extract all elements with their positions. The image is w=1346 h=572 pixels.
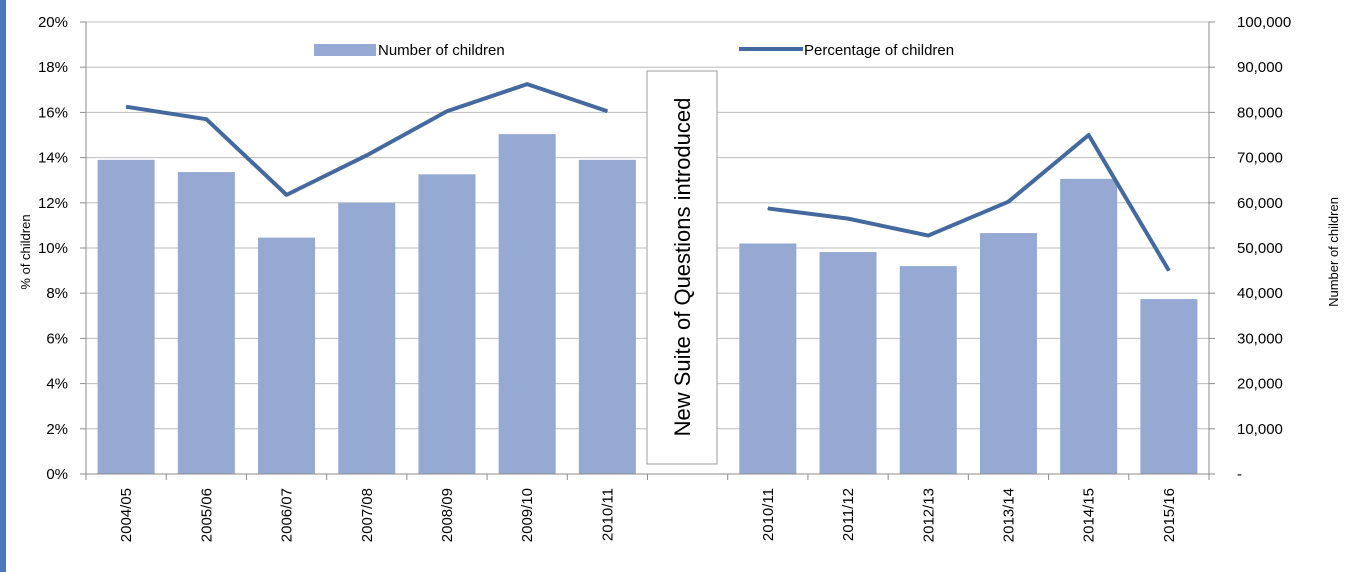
bar: [578, 159, 636, 475]
legend-line-label: Percentage of children: [804, 42, 954, 59]
bar: [1140, 299, 1198, 474]
y-right-tick-label: 20,000: [1237, 376, 1283, 393]
y-right-tick-label: 60,000: [1237, 195, 1283, 212]
axes: [80, 21, 1215, 480]
y-right-axis-label: Number of children: [1326, 197, 1341, 307]
x-tick-label: 2007/08: [359, 488, 376, 542]
y-left-tick-label: 14%: [38, 150, 68, 167]
bar: [739, 243, 797, 474]
bar: [979, 233, 1037, 474]
y-left-tick-label: 10%: [38, 240, 68, 257]
x-tick-label: 2014/15: [1081, 488, 1098, 542]
y-right-tick-label: 80,000: [1237, 104, 1283, 121]
y-left-tick-label: 4%: [46, 376, 68, 393]
bar: [177, 172, 235, 474]
y-right-tick-label: 100,000: [1237, 14, 1291, 31]
y-left-axis-label: % of children: [18, 214, 33, 289]
y-left-tick-label: 18%: [38, 59, 68, 76]
y-right-tick-label: 30,000: [1237, 330, 1283, 347]
y-left-tick-label: 16%: [38, 104, 68, 121]
x-tick-label: 2010/11: [599, 488, 616, 541]
bar-series: [97, 134, 1198, 475]
x-tick-label: 2015/16: [1161, 488, 1178, 542]
bar: [1060, 178, 1118, 474]
bar: [338, 202, 396, 475]
y-left-tick-label: 6%: [46, 330, 68, 347]
x-tick-label: 2010/11: [760, 488, 777, 541]
annotation-box: New Suite of Questions introduced: [646, 70, 718, 465]
x-tick-label: 2009/10: [519, 488, 536, 542]
line-series: [125, 82, 1171, 272]
y-right-tick-label: 40,000: [1237, 285, 1283, 302]
y-right-tick-label: 10,000: [1237, 421, 1283, 438]
chart-frame: 0% 2% 4% 6% 8% 10% 12% 14% 16% 18% 20% - 10,000 20,0…: [6, 0, 1346, 572]
y-left-tick-label: 20%: [38, 14, 68, 31]
legend-bar-label: Number of children: [378, 42, 505, 59]
x-tick-label: 2005/06: [198, 488, 215, 542]
legend: Number of children Percentage of childre…: [314, 42, 954, 59]
y-left-tick-label: 2%: [46, 421, 68, 438]
bar: [819, 252, 877, 474]
y-right-tick-label: -: [1237, 466, 1242, 483]
y-left-tick-label: 0%: [46, 466, 68, 483]
y-right-tick-label: 70,000: [1237, 150, 1283, 167]
bar: [97, 159, 155, 475]
y-right-tick-label: 50,000: [1237, 240, 1283, 257]
combo-chart: 0% 2% 4% 6% 8% 10% 12% 14% 16% 18% 20% - 10,000 20,0…: [18, 14, 1341, 542]
y-right-tick-label: 90,000: [1237, 59, 1283, 76]
x-tick-labels: 2004/05 2005/06 2006/07 2007/08 2008/09 2009/…: [118, 488, 1178, 542]
line-segment: [767, 133, 1171, 272]
line-segment: [125, 82, 609, 197]
bar: [498, 134, 556, 474]
y-left-tick-label: 12%: [38, 195, 68, 212]
x-tick-label: 2013/14: [1000, 488, 1017, 542]
x-tick-label: 2008/09: [439, 488, 456, 542]
x-tick-label: 2004/05: [118, 488, 135, 542]
annotation-text: New Suite of Questions introduced: [670, 98, 695, 437]
x-tick-label: 2012/13: [920, 488, 937, 542]
y-left-tick-label: 8%: [46, 285, 68, 302]
y-right-tick-labels: - 10,000 20,000 30,000 40,000 50,000 60,000 70,…: [1237, 14, 1291, 483]
bar: [418, 174, 476, 474]
y-left-tick-labels: 0% 2% 4% 6% 8% 10% 12% 14% 16% 18% 20%: [38, 14, 68, 483]
x-tick-label: 2011/12: [840, 488, 857, 541]
bar: [899, 266, 957, 474]
legend-bar-swatch: [314, 44, 376, 56]
x-tick-label: 2006/07: [279, 488, 296, 542]
bar: [258, 237, 316, 474]
